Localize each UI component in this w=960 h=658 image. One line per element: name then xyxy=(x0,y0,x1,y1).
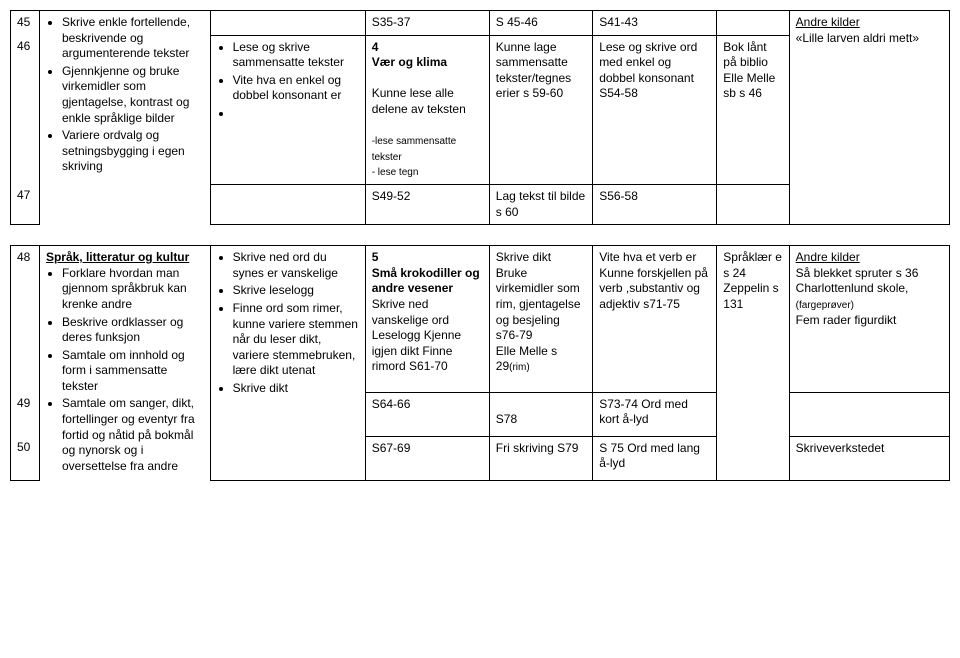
cell: S 75 Ord med lang å-lyd xyxy=(593,436,717,480)
cell xyxy=(717,184,789,224)
activity-item: Finne ord som rimer, kunne variere stemm… xyxy=(233,301,359,379)
goal-item: Samtale om sanger, dikt, fortellinger og… xyxy=(62,396,204,474)
cell: S67-69 xyxy=(365,436,489,480)
row-number: 48 xyxy=(11,246,40,393)
theme-title: Små krokodiller og andre vesener xyxy=(372,266,480,296)
row-number: 46 xyxy=(11,35,40,184)
cell: Lag tekst til bilde s 60 xyxy=(489,184,592,224)
source-text: «Lille larven aldri mett» xyxy=(796,31,919,45)
cell: Vite hva et verb er Kunne forskjellen på… xyxy=(593,246,717,393)
goal-item: Skrive enkle fortellende, beskrivende og… xyxy=(62,15,204,62)
goal-item: Forklare hvordan man gjennom språkbruk k… xyxy=(62,266,204,313)
cell: S78 xyxy=(489,392,592,436)
goal-item: Gjennkjenne og bruke virkemidler som gje… xyxy=(62,64,204,126)
goal-item: Variere ordvalg og setningsbygging i ege… xyxy=(62,128,204,175)
cell-activities: Skrive ned ord du synes er vanskelige Sk… xyxy=(210,246,365,481)
cell-activities: Lese og skrive sammensatte tekster Vite … xyxy=(210,35,365,184)
cell xyxy=(789,392,949,436)
theme-number: 5 xyxy=(372,250,379,264)
table-gap xyxy=(10,225,950,245)
activity-item xyxy=(233,106,359,122)
cell-goals: Språk, litteratur og kultur Forklare hvo… xyxy=(39,246,210,481)
cell-goals: Skrive enkle fortellende, beskrivende og… xyxy=(39,11,210,225)
theme-desc: Kunne lese alle delene av teksten xyxy=(372,86,466,116)
activity-item: Skrive ned ord du synes er vanskelige xyxy=(233,250,359,281)
cell: S 45-46 xyxy=(489,11,592,36)
cell: Skriveverkstedet xyxy=(789,436,949,480)
activity-item: Skrive dikt xyxy=(233,381,359,397)
row-number: 47 xyxy=(11,184,40,224)
cell xyxy=(717,11,789,36)
cell: Kunne lage sammensatte tekster/tegnes er… xyxy=(489,35,592,184)
activity-item: Skrive leselogg xyxy=(233,283,359,299)
table-row: 45 Skrive enkle fortellende, beskrivende… xyxy=(11,11,950,36)
cell: Språklær e s 24 Zeppelin s 131 xyxy=(717,246,789,481)
cell: Fri skriving S79 xyxy=(489,436,592,480)
curriculum-table-2: 48 Språk, litteratur og kultur Forklare … xyxy=(10,245,950,481)
cell-sources: Andre kilder «Lille larven aldri mett» xyxy=(789,11,949,225)
cell: S41-43 xyxy=(593,11,717,36)
cell-theme: 5 Små krokodiller og andre vesener Skriv… xyxy=(365,246,489,393)
cell: Lese og skrive ord med enkel og dobbel k… xyxy=(593,35,717,184)
cell: S49-52 xyxy=(365,184,489,224)
activity-item: Lese og skrive sammensatte tekster xyxy=(233,40,359,71)
cell xyxy=(210,11,365,36)
goal-item: Samtale om innhold og form i sammensatte… xyxy=(62,348,204,395)
table-row: 48 Språk, litteratur og kultur Forklare … xyxy=(11,246,950,393)
theme-number: 4 xyxy=(372,40,379,54)
cell: S56-58 xyxy=(593,184,717,224)
row-number: 50 xyxy=(11,436,40,480)
cell-theme: 4 Vær og klima Kunne lese alle delene av… xyxy=(365,35,489,184)
theme-note: -lese sammensatte tekster xyxy=(372,136,456,163)
cell: S35-37 xyxy=(365,11,489,36)
sources-heading: Andre kilder xyxy=(796,15,860,29)
theme-title: Vær og klima xyxy=(372,55,447,69)
cell-sources: Andre kilder Så blekket spruter s 36 Cha… xyxy=(789,246,949,393)
goals-heading: Språk, litteratur og kultur xyxy=(46,250,189,264)
activity-item: Vite hva en enkel og dobbel konsonant er xyxy=(233,73,359,104)
row-number: 45 xyxy=(11,11,40,36)
cell: Skrive dikt Bruke virkemidler som rim, g… xyxy=(489,246,592,393)
goal-item: Beskrive ordklasser og deres funksjon xyxy=(62,315,204,346)
theme-desc: Skrive ned vanskelige ord Leselogg Kjenn… xyxy=(372,297,461,373)
cell xyxy=(210,184,365,224)
cell: Bok lånt på biblio Elle Melle sb s 46 xyxy=(717,35,789,184)
theme-note: - lese tegn xyxy=(372,167,419,178)
row-number: 49 xyxy=(11,392,40,436)
curriculum-table-1: 45 Skrive enkle fortellende, beskrivende… xyxy=(10,10,950,225)
cell: S64-66 xyxy=(365,392,489,436)
cell: S73-74 Ord med kort å-lyd xyxy=(593,392,717,436)
sources-heading: Andre kilder xyxy=(796,250,860,264)
